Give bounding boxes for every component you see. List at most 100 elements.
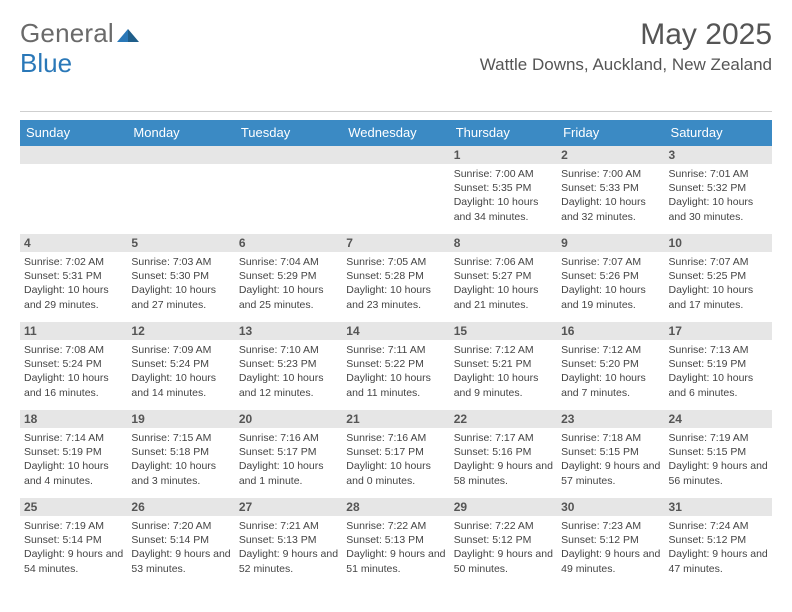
sunrise-text: Sunrise: 7:07 AM (669, 255, 768, 269)
day-cell: 23Sunrise: 7:18 AMSunset: 5:15 PMDayligh… (557, 410, 664, 498)
day-cell: 28 Sunrise: 7:22 AMSunset: 5:13 PMDayligh… (342, 498, 449, 586)
day-cell: 4Sunrise: 7:02 AMSunset: 5:31 PMDaylight… (20, 234, 127, 322)
sunset-text: Sunset: 5:19 PM (24, 445, 123, 459)
day-info: Sunrise: 7:03 AMSunset: 5:30 PMDaylight:… (131, 255, 230, 312)
day-cell: 21 Sunrise: 7:16 AMSunset: 5:17 PMDayligh… (342, 410, 449, 498)
title-block: May 2025 Wattle Downs, Auckland, New Zea… (480, 18, 772, 75)
date-number: 3 (665, 146, 772, 164)
sunset-text: Sunset: 5:22 PM (346, 357, 445, 371)
daylight-text: Daylight: 10 hours and 14 minutes. (131, 371, 230, 399)
date-number: 15 (450, 322, 557, 340)
day-cell: 6Sunrise: 7:04 AMSunset: 5:29 PMDaylight… (235, 234, 342, 322)
day-cell: 12Sunrise: 7:09 AMSunset: 5:24 PMDayligh… (127, 322, 234, 410)
sunrise-text: Sunrise: 7:11 AM (346, 343, 445, 357)
day-info: Sunrise: 7:00 AMSunset: 5:35 PMDaylight:… (454, 167, 553, 224)
daylight-text: Daylight: 10 hours and 25 minutes. (239, 283, 338, 311)
day-cell: 27Sunrise: 7:21 AMSunset: 5:13 PMDayligh… (235, 498, 342, 586)
daylight-text: Daylight: 9 hours and 57 minutes. (561, 459, 660, 487)
daylight-text: Daylight: 9 hours and 51 minutes. (346, 547, 445, 575)
sunrise-text: Sunrise: 7:20 AM (131, 519, 230, 533)
date-number: 26 (127, 498, 234, 516)
dayhead-sat: Saturday (665, 120, 772, 146)
sunset-text: Sunset: 5:33 PM (561, 181, 660, 195)
date-number: 11 (20, 322, 127, 340)
sunset-text: Sunset: 5:17 PM (346, 445, 445, 459)
day-info: Sunrise: 7:17 AMSunset: 5:16 PMDaylight:… (454, 431, 553, 488)
sunset-text: Sunset: 5:29 PM (239, 269, 338, 283)
day-cell: 15 Sunrise: 7:12 AMSunset: 5:21 PMDayligh… (450, 322, 557, 410)
sunset-text: Sunset: 5:13 PM (346, 533, 445, 547)
day-cell: 25Sunrise: 7:19 AMSunset: 5:14 PMDayligh… (20, 498, 127, 586)
logo: General (20, 18, 139, 49)
sunrise-text: Sunrise: 7:01 AM (669, 167, 768, 181)
date-number: 10 (665, 234, 772, 252)
empty-date (127, 146, 234, 164)
sunrise-text: Sunrise: 7:23 AM (561, 519, 660, 533)
logo-text-blue: Blue (20, 48, 72, 78)
day-info: Sunrise: 7:05 AMSunset: 5:28 PMDaylight:… (346, 255, 445, 312)
day-cell: 9Sunrise: 7:07 AMSunset: 5:26 PMDaylight… (557, 234, 664, 322)
day-cell: 17 Sunrise: 7:13 AMSunset: 5:19 PMDayligh… (665, 322, 772, 410)
sunrise-text: Sunrise: 7:12 AM (561, 343, 660, 357)
sunrise-text: Sunrise: 7:06 AM (454, 255, 553, 269)
dayhead-sun: Sunday (20, 120, 127, 146)
daylight-text: Daylight: 10 hours and 21 minutes. (454, 283, 553, 311)
daylight-text: Daylight: 10 hours and 27 minutes. (131, 283, 230, 311)
day-info: Sunrise: 7:16 AMSunset: 5:17 PMDaylight:… (346, 431, 445, 488)
day-info: Sunrise: 7:22 AMSunset: 5:13 PMDaylight:… (346, 519, 445, 576)
date-number: 20 (235, 410, 342, 428)
date-number: 5 (127, 234, 234, 252)
daylight-text: Daylight: 10 hours and 9 minutes. (454, 371, 553, 399)
daylight-text: Daylight: 10 hours and 16 minutes. (24, 371, 123, 399)
sunrise-text: Sunrise: 7:03 AM (131, 255, 230, 269)
sunrise-text: Sunrise: 7:24 AM (669, 519, 768, 533)
daylight-text: Daylight: 10 hours and 3 minutes. (131, 459, 230, 487)
sunset-text: Sunset: 5:23 PM (239, 357, 338, 371)
logo-text-general: General (20, 18, 114, 49)
daylight-text: Daylight: 10 hours and 17 minutes. (669, 283, 768, 311)
day-info: Sunrise: 7:13 AMSunset: 5:19 PMDaylight:… (669, 343, 768, 400)
dayhead-thu: Thursday (450, 120, 557, 146)
date-number: 28 (342, 498, 449, 516)
sunset-text: Sunset: 5:19 PM (669, 357, 768, 371)
daylight-text: Daylight: 10 hours and 19 minutes. (561, 283, 660, 311)
dayhead-tue: Tuesday (235, 120, 342, 146)
day-cell (20, 146, 127, 234)
date-number: 17 (665, 322, 772, 340)
date-number: 14 (342, 322, 449, 340)
day-info: Sunrise: 7:07 AMSunset: 5:26 PMDaylight:… (561, 255, 660, 312)
date-number: 27 (235, 498, 342, 516)
empty-date (20, 146, 127, 164)
date-number: 21 (342, 410, 449, 428)
week-row: 18Sunrise: 7:14 AMSunset: 5:19 PMDayligh… (20, 410, 772, 498)
day-header-row: Sunday Monday Tuesday Wednesday Thursday… (20, 120, 772, 146)
logo-icon (117, 26, 139, 47)
sunset-text: Sunset: 5:27 PM (454, 269, 553, 283)
day-info: Sunrise: 7:24 AMSunset: 5:12 PMDaylight:… (669, 519, 768, 576)
day-info: Sunrise: 7:22 AMSunset: 5:12 PMDaylight:… (454, 519, 553, 576)
sunset-text: Sunset: 5:14 PM (131, 533, 230, 547)
sunrise-text: Sunrise: 7:16 AM (346, 431, 445, 445)
date-number: 29 (450, 498, 557, 516)
date-number: 12 (127, 322, 234, 340)
daylight-text: Daylight: 10 hours and 12 minutes. (239, 371, 338, 399)
sunrise-text: Sunrise: 7:07 AM (561, 255, 660, 269)
sunset-text: Sunset: 5:12 PM (561, 533, 660, 547)
sunrise-text: Sunrise: 7:16 AM (239, 431, 338, 445)
date-number: 4 (20, 234, 127, 252)
date-number: 6 (235, 234, 342, 252)
location: Wattle Downs, Auckland, New Zealand (480, 55, 772, 75)
sunrise-text: Sunrise: 7:22 AM (454, 519, 553, 533)
sunset-text: Sunset: 5:28 PM (346, 269, 445, 283)
sunset-text: Sunset: 5:30 PM (131, 269, 230, 283)
sunset-text: Sunset: 5:17 PM (239, 445, 338, 459)
dayhead-fri: Friday (557, 120, 664, 146)
sunset-text: Sunset: 5:32 PM (669, 181, 768, 195)
daylight-text: Daylight: 10 hours and 7 minutes. (561, 371, 660, 399)
day-cell: 18Sunrise: 7:14 AMSunset: 5:19 PMDayligh… (20, 410, 127, 498)
day-cell: 7Sunrise: 7:05 AMSunset: 5:28 PMDaylight… (342, 234, 449, 322)
date-number: 19 (127, 410, 234, 428)
day-info: Sunrise: 7:12 AMSunset: 5:21 PMDaylight:… (454, 343, 553, 400)
sunrise-text: Sunrise: 7:05 AM (346, 255, 445, 269)
day-cell (235, 146, 342, 234)
